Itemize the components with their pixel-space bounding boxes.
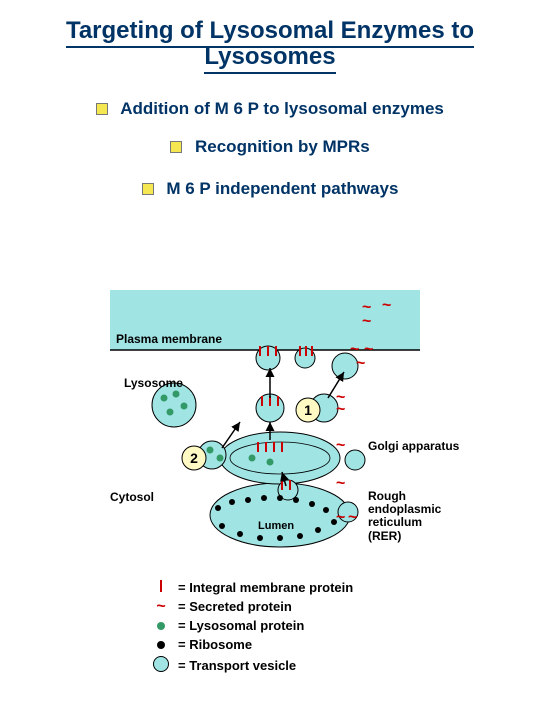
subhead-1-text: Addition of M 6 P to lysosomal enzymes: [120, 99, 444, 118]
svg-text:~: ~: [362, 313, 371, 330]
legend-lysoprot: = Lysosomal protein: [178, 618, 304, 633]
subhead-3-text: M 6 P independent pathways: [166, 179, 398, 198]
rer-l4: (RER): [368, 529, 401, 543]
svg-text:1: 1: [304, 402, 312, 418]
bullet-icon: [96, 103, 108, 115]
subhead-2-text: Recognition by MPRs: [195, 137, 370, 156]
rer-l1: Rough: [368, 489, 406, 503]
svg-text:~: ~: [336, 401, 345, 418]
cytosol-label: Cytosol: [110, 490, 154, 504]
lysosome-label: Lysosome: [124, 376, 183, 390]
golgi-text: Golgi apparatus: [368, 439, 459, 453]
svg-text:~: ~: [348, 509, 357, 526]
bullet-icon: [170, 141, 182, 153]
svg-text:~: ~: [336, 509, 345, 526]
legend-row: = Ribosome: [150, 637, 450, 652]
bullet-icon: [142, 183, 154, 195]
subheadings: Addition of M 6 P to lysosomal enzymes R…: [0, 99, 540, 199]
lumen-label: Lumen: [258, 520, 294, 532]
golgi-label: Golgi apparatus: [368, 440, 459, 453]
rer-label: Rough endoplasmic reticulum (RER): [368, 490, 441, 543]
legend-vesicle: = Transport vesicle: [178, 658, 296, 673]
rer-l3: reticulum: [368, 515, 422, 529]
legend-row: = Integral membrane protein: [150, 580, 450, 595]
rer-l2: endoplasmic: [368, 502, 441, 516]
svg-text:~: ~: [364, 341, 373, 358]
title-line2: Lysosomes: [204, 43, 335, 74]
legend-ribosome: = Ribosome: [178, 637, 252, 652]
legend: = Integral membrane protein ~ = Secreted…: [150, 580, 450, 679]
legend-row: = Transport vesicle: [150, 656, 450, 675]
greendot-icon: [150, 618, 172, 633]
subhead-1: Addition of M 6 P to lysosomal enzymes: [0, 99, 540, 119]
subhead-3: M 6 P independent pathways: [0, 179, 540, 199]
svg-text:~: ~: [356, 355, 365, 372]
subhead-2: Recognition by MPRs: [0, 137, 540, 157]
vesicle-icon: [150, 656, 172, 675]
tilde-icon: ~: [150, 602, 172, 612]
svg-text:~: ~: [336, 437, 345, 454]
blackdot-icon: [150, 637, 172, 652]
svg-text:~: ~: [382, 297, 391, 314]
legend-integral: = Integral membrane protein: [178, 580, 353, 595]
tick-icon: [150, 580, 172, 595]
legend-secreted: = Secreted protein: [178, 599, 292, 614]
legend-row: ~ = Secreted protein: [150, 599, 450, 614]
page-title: Targeting of Lysosomal Enzymes to Lysoso…: [0, 0, 540, 71]
cell-diagram: 21~~~~~~~~~~~~ Plasma membrane Lysosome …: [110, 290, 480, 560]
legend-row: = Lysosomal protein: [150, 618, 450, 633]
svg-text:2: 2: [190, 450, 198, 466]
plasma-membrane-label: Plasma membrane: [116, 332, 222, 346]
svg-text:~: ~: [336, 475, 345, 492]
